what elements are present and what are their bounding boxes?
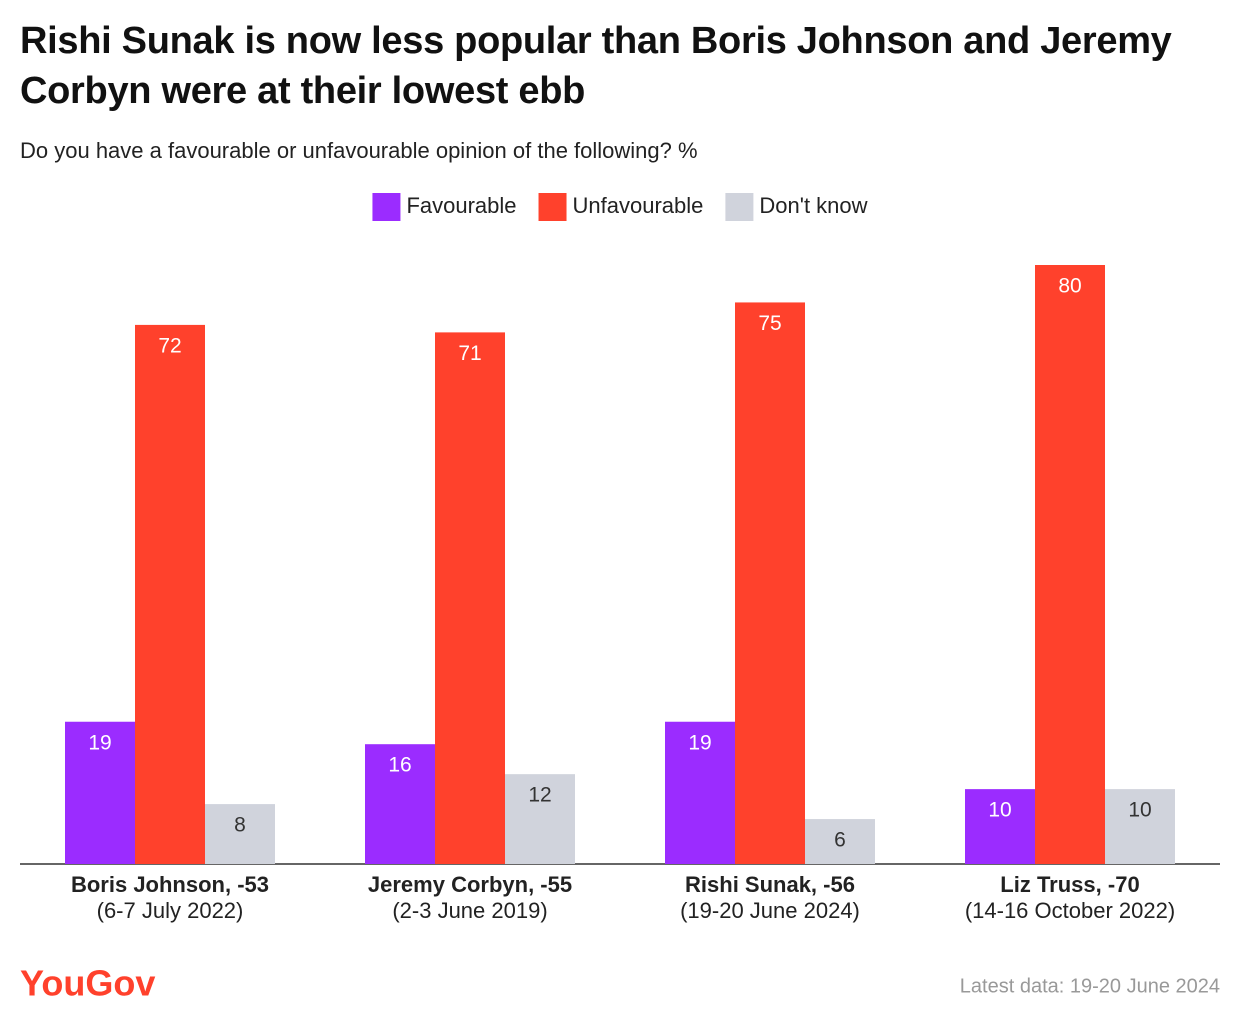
value-label: 10 [1128, 799, 1151, 822]
value-label: 19 [88, 731, 111, 754]
value-label: 75 [758, 312, 781, 335]
x-tick-label: Liz Truss, -70 [1000, 872, 1139, 897]
bar [735, 302, 805, 864]
bar [505, 774, 575, 864]
x-tick-label: Boris Johnson, -53 [71, 872, 269, 897]
bar [135, 324, 205, 864]
value-label: 12 [528, 784, 551, 807]
chart-title: Rishi Sunak is now less popular than Bor… [20, 20, 1172, 112]
x-tick-sublabel: (2-3 June 2019) [392, 898, 547, 923]
legend-swatch [725, 193, 754, 221]
x-tick-label: Rishi Sunak, -56 [685, 872, 855, 897]
bar [805, 819, 875, 864]
logo: YouGov [20, 963, 155, 1004]
legend-label: Unfavourable [573, 193, 704, 218]
bar [1105, 789, 1175, 864]
value-label: 80 [1058, 275, 1081, 298]
value-label: 10 [988, 799, 1011, 822]
legend-swatch [372, 193, 401, 221]
value-label: 16 [388, 754, 411, 777]
chart-subtitle: Do you have a favourable or unfavourable… [20, 138, 698, 163]
bar [965, 789, 1035, 864]
value-label: 19 [688, 731, 711, 754]
value-label: 6 [834, 829, 846, 852]
bar [65, 721, 135, 864]
value-label: 71 [458, 342, 481, 365]
x-tick-sublabel: (14-16 October 2022) [965, 898, 1175, 923]
x-tick-sublabel: (6-7 July 2022) [97, 898, 244, 923]
bar [665, 721, 735, 864]
bar [365, 744, 435, 864]
bar [205, 804, 275, 864]
legend-label: Favourable [406, 193, 516, 218]
bar [1035, 265, 1105, 864]
legend-label: Don't know [759, 193, 867, 218]
footnote: Latest data: 19-20 June 2024 [960, 975, 1220, 997]
bar [435, 332, 505, 864]
x-tick-sublabel: (19-20 June 2024) [680, 898, 860, 923]
x-tick-label: Jeremy Corbyn, -55 [368, 872, 572, 897]
value-label: 8 [234, 814, 246, 837]
value-label: 72 [158, 334, 181, 357]
legend-swatch [538, 193, 567, 221]
